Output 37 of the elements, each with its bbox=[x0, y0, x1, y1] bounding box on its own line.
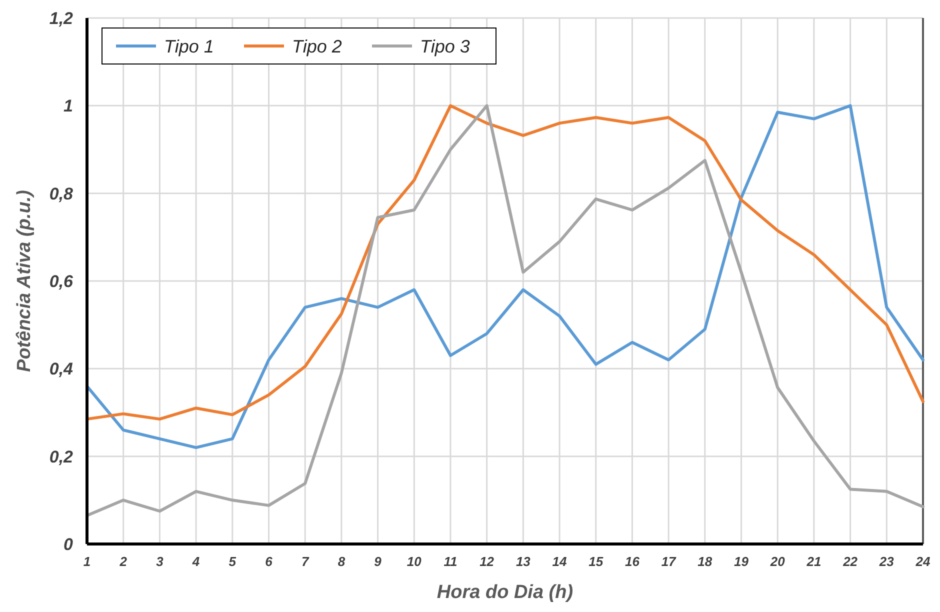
x-tick-label: 8 bbox=[338, 554, 346, 569]
y-tick-label: 0,4 bbox=[49, 360, 74, 379]
x-tick-label: 21 bbox=[806, 554, 822, 569]
x-tick-label: 17 bbox=[661, 554, 677, 569]
x-tick-label: 14 bbox=[552, 554, 568, 569]
x-tick-label: 4 bbox=[191, 554, 200, 569]
x-tick-label: 2 bbox=[118, 554, 128, 569]
x-tick-label: 12 bbox=[480, 554, 495, 569]
x-tick-label: 23 bbox=[878, 554, 895, 569]
y-tick-label: 0,2 bbox=[49, 447, 74, 466]
x-tick-label: 18 bbox=[698, 554, 713, 569]
y-tick-label: 0,6 bbox=[49, 272, 74, 291]
x-tick-label: 9 bbox=[374, 554, 382, 569]
x-tick-label: 20 bbox=[769, 554, 786, 569]
x-tick-label: 6 bbox=[265, 554, 274, 569]
x-tick-label: 7 bbox=[301, 554, 310, 569]
y-tick-label: 0,8 bbox=[49, 184, 74, 204]
x-tick-label: 5 bbox=[228, 554, 237, 569]
legend-label: Tipo 3 bbox=[420, 36, 470, 56]
x-tick-label: 3 bbox=[156, 554, 164, 569]
legend-label: Tipo 1 bbox=[164, 36, 214, 56]
x-tick-label: 1 bbox=[83, 554, 91, 569]
y-tick-label: 1,2 bbox=[49, 8, 74, 28]
x-tick-label: 11 bbox=[444, 554, 458, 569]
x-tick-label: 22 bbox=[842, 554, 858, 569]
x-axis-title: Hora do Dia (h) bbox=[436, 582, 574, 603]
x-tick-label: 24 bbox=[914, 554, 931, 569]
legend-label: Tipo 2 bbox=[292, 36, 342, 56]
line-series bbox=[86, 104, 924, 518]
x-tick-label: 16 bbox=[624, 554, 640, 569]
y-axis-title: Potência Ativa (p.u.) bbox=[14, 190, 35, 372]
x-tick-label: 15 bbox=[588, 554, 604, 569]
x-tick-label: 19 bbox=[734, 554, 750, 569]
y-tick-label: 0 bbox=[64, 534, 74, 554]
x-tick-label: 10 bbox=[406, 554, 422, 569]
x-tick-label: 13 bbox=[516, 554, 532, 569]
y-tick-label: 1 bbox=[64, 96, 73, 116]
